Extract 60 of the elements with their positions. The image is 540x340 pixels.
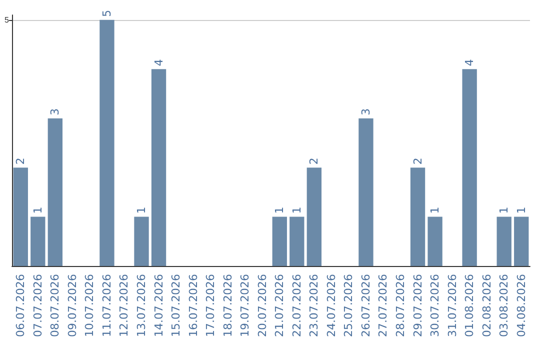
data-label: 1 [498,206,511,214]
data-label: 4 [463,59,476,66]
x-tick-label: 15.07.2026 [170,274,183,338]
data-label: 1 [273,206,286,214]
bar [30,216,46,266]
x-tick-label: 10.07.2026 [83,274,96,338]
x-tick-label: 31.07.2026 [446,274,459,338]
x-tick-label: 16.07.2026 [186,274,200,338]
x-tick-label: 23.07.2026 [308,274,321,338]
bar [272,216,287,266]
x-tick-label: 02.08.2026 [480,274,494,338]
bar [462,69,477,266]
x-tick-label: 22.07.2026 [290,274,304,338]
x-tick-label: 14.07.2026 [152,274,166,338]
data-label: 2 [308,158,321,165]
data-label: 2 [14,158,28,165]
bar [428,216,442,266]
data-label: 3 [48,108,62,116]
bar [306,168,322,266]
data-label: 1 [428,206,442,214]
bar [290,216,304,266]
x-tick-label: 11.07.2026 [100,274,114,338]
x-tick-label: 17.07.2026 [204,274,218,338]
x-tick-label: 13.07.2026 [135,274,148,338]
x-tick-label: 08.07.2026 [48,274,62,338]
data-label: 1 [514,206,528,214]
x-tick-label: 30.07.2026 [428,274,442,338]
x-tick-label: 19.07.2026 [238,274,252,338]
x-tick-label: 03.08.2026 [498,274,511,338]
x-tick-label: 25.07.2026 [342,274,356,338]
x-tick-label: 01.08.2026 [463,274,476,338]
x-tick-label: 07.07.2026 [31,274,44,338]
bar [100,20,114,266]
data-label: 2 [411,158,424,165]
bar [358,118,374,266]
x-tick-label: 04.08.2026 [514,274,528,338]
data-label: 1 [31,206,44,214]
data-label: 5 [100,10,114,17]
x-tick-label: 06.07.2026 [14,274,28,338]
bar [410,168,426,266]
x-tick-label: 09.07.2026 [66,274,79,338]
bar [514,216,529,266]
data-label: 3 [359,108,372,116]
bar [151,69,166,266]
x-tick-label: 20.07.2026 [256,274,269,338]
data-label: 1 [135,206,148,214]
data-label: 4 [152,59,166,66]
x-tick-label: 28.07.2026 [394,274,407,338]
bar [134,216,149,266]
x-tick-label: 24.07.2026 [324,274,338,338]
x-tick-label: 21.07.2026 [273,274,286,338]
x-tick-label: 18.07.2026 [221,274,234,338]
x-tick-label: 27.07.2026 [376,274,390,338]
bar [496,216,512,266]
bar [48,118,63,266]
x-tick-label: 12.07.2026 [118,274,131,338]
bar [13,168,28,266]
data-label: 1 [290,206,304,214]
x-tick-label: 29.07.2026 [411,274,424,338]
x-tick-label: 26.07.2026 [359,274,372,338]
